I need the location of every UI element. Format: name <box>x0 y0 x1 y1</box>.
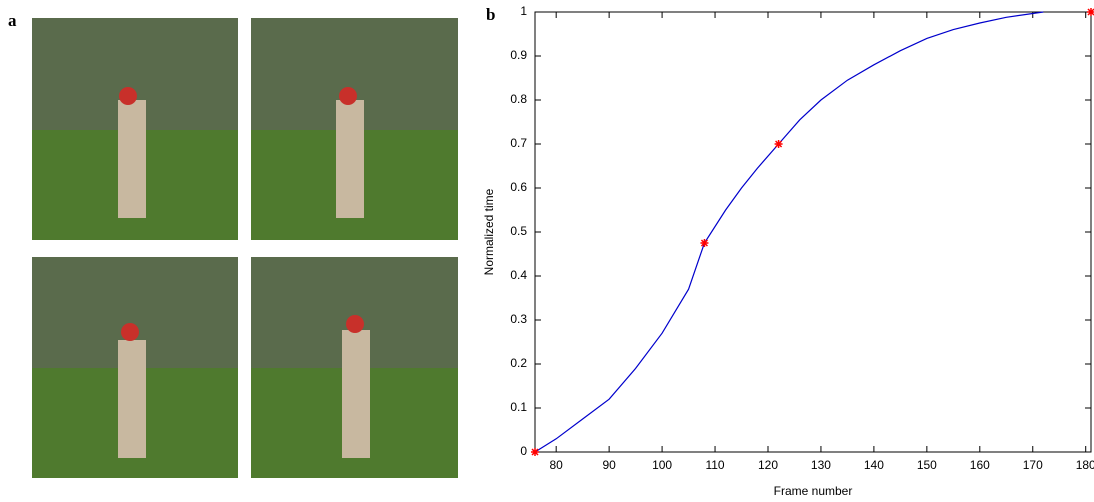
y-tick-label: 0.8 <box>510 92 527 106</box>
x-tick-label: 120 <box>758 458 778 472</box>
y-tick-label: 0.5 <box>510 224 527 238</box>
x-tick-label: 140 <box>864 458 884 472</box>
y-tick-label: 0.9 <box>510 48 527 62</box>
x-tick-label: 150 <box>917 458 937 472</box>
y-tick-label: 0 <box>520 444 527 458</box>
photos <box>32 18 458 478</box>
marker <box>774 140 783 148</box>
x-tick-label: 80 <box>550 458 564 472</box>
x-tick-label: 130 <box>811 458 831 472</box>
plot-frame <box>534 11 1092 453</box>
y-tick-label: 0.3 <box>510 312 527 326</box>
x-tick-label: 90 <box>602 458 616 472</box>
marker <box>700 239 709 247</box>
x-tick-label: 180 <box>1076 458 1094 472</box>
y-tick-label: 1 <box>520 4 527 18</box>
y-tick-label: 0.6 <box>510 180 527 194</box>
y-tick-label: 0.1 <box>510 400 527 414</box>
x-tick-label: 100 <box>652 458 672 472</box>
y-axis-label: Normalized time <box>482 188 496 275</box>
curve <box>534 11 1044 453</box>
marker <box>1087 8 1094 16</box>
x-tick-label: 110 <box>705 458 724 472</box>
y-tick-label: 0.7 <box>510 136 527 150</box>
x-tick-label: 170 <box>1023 458 1043 472</box>
panel-label: b <box>486 5 495 24</box>
y-tick-label: 0.2 <box>510 356 527 370</box>
y-tick-label: 0.4 <box>510 268 527 282</box>
x-axis-label: Frame number <box>774 484 853 498</box>
x-tick-label: 160 <box>970 458 990 472</box>
panel-label: a <box>8 11 17 30</box>
marker <box>531 448 539 456</box>
